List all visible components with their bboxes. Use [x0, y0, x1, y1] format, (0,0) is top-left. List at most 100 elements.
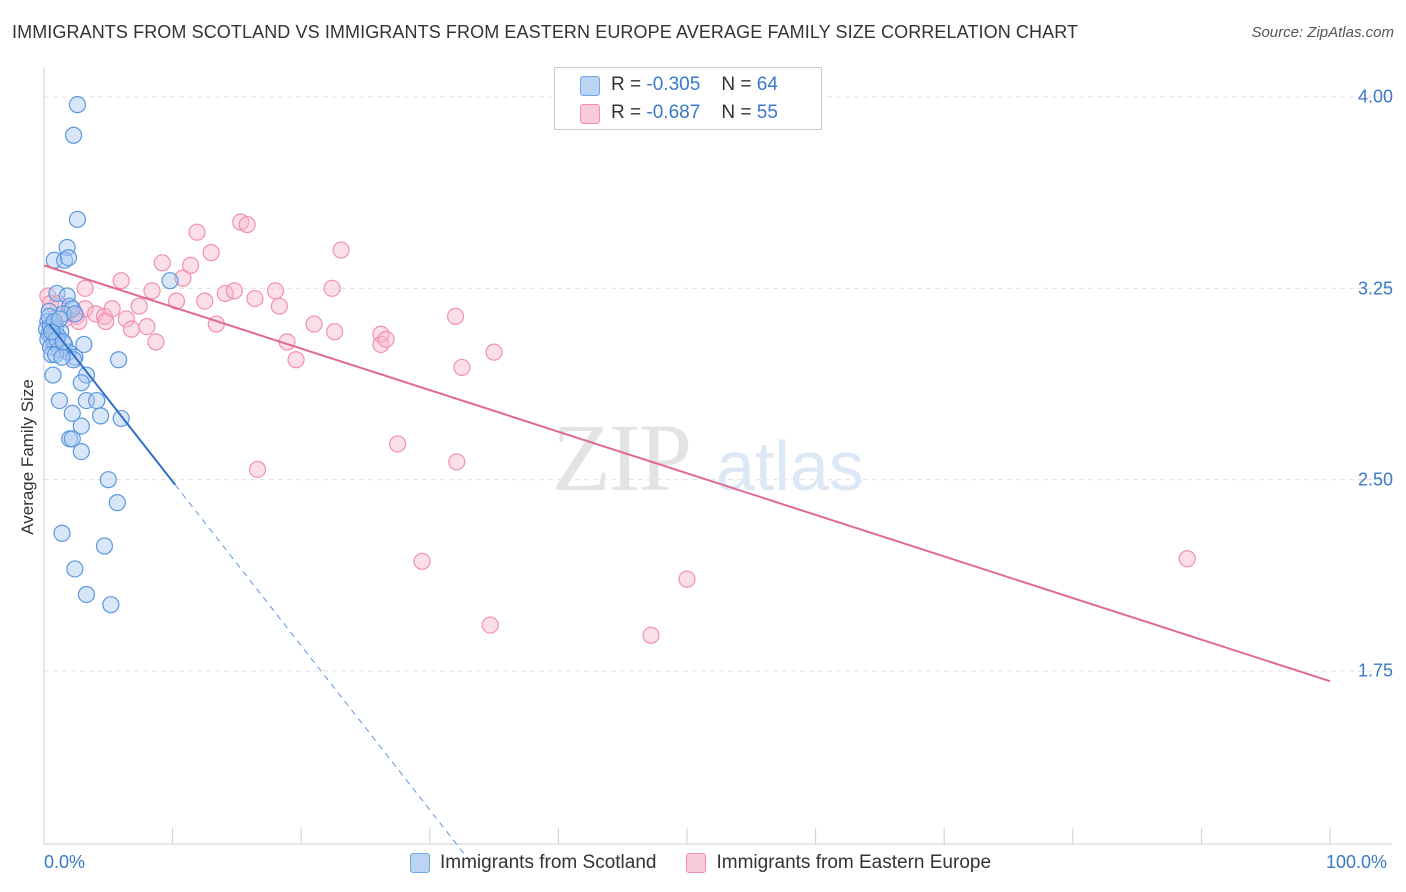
data-point [72, 443, 90, 461]
data-point [153, 254, 171, 272]
axes [43, 68, 1392, 845]
legend-label-eastern-europe: Immigrants from Eastern Europe [716, 852, 992, 873]
data-point [50, 310, 69, 328]
data-point [446, 307, 465, 325]
legend-r-value: -0.305 [646, 74, 701, 95]
legend-r-label: R = [611, 102, 642, 123]
data-point [188, 223, 206, 241]
data-point [248, 460, 267, 479]
legend-label-scotland: Immigrants from Scotland [440, 852, 657, 873]
data-point [91, 407, 110, 425]
data-point [266, 282, 285, 300]
data-point [75, 335, 93, 354]
data-point [182, 256, 200, 274]
x-tick-label-min: 0.0% [44, 852, 86, 872]
source-label: Source: ZipAtlas.com [1251, 24, 1394, 41]
data-point [109, 351, 128, 369]
trend-lines [43, 264, 1331, 868]
data-point [108, 494, 126, 512]
trend-line-scotland [48, 323, 176, 486]
data-point [59, 249, 78, 267]
data-point [68, 210, 87, 229]
legend-swatch-blue [580, 76, 600, 96]
data-point [389, 435, 407, 453]
x-tick-label-max: 100.0% [1326, 852, 1388, 872]
legend-n-label: N = [721, 74, 752, 95]
data-point [130, 297, 148, 315]
data-point [1178, 550, 1196, 568]
data-point [122, 320, 141, 338]
grid-lines [44, 96, 1392, 672]
series-scotland-points [37, 96, 179, 614]
data-point [63, 430, 81, 448]
data-point [43, 323, 61, 341]
data-point [481, 616, 499, 634]
legend-n-value: 64 [756, 74, 778, 95]
data-point [64, 126, 83, 144]
y-tick-label: 2.50 [1357, 469, 1393, 490]
y-tick-label: 3.25 [1357, 278, 1393, 299]
correlation-legend: R = -0.305 N = 64 R = -0.687 N = 55 [554, 67, 822, 130]
data-point [246, 289, 264, 308]
data-point [72, 374, 90, 392]
trend-line-scotland-extension [174, 484, 476, 868]
data-point [147, 333, 165, 351]
data-point [66, 305, 84, 323]
data-point [202, 244, 220, 262]
data-point [413, 552, 431, 570]
data-point [174, 269, 192, 287]
data-point [50, 391, 69, 410]
legend-r-value: -0.687 [646, 102, 701, 123]
data-point [76, 279, 94, 297]
data-point [323, 279, 341, 297]
y-tick-label: 1.75 [1357, 660, 1393, 681]
data-point [72, 417, 90, 435]
data-point [238, 215, 256, 234]
data-point [305, 315, 323, 333]
data-point [326, 323, 344, 341]
legend-swatch-blue [410, 853, 430, 873]
y-axis-label: Average Family Size [18, 379, 37, 535]
data-point [66, 560, 84, 578]
chart-title: IMMIGRANTS FROM SCOTLAND VS IMMIGRANTS F… [12, 22, 1079, 42]
data-point [102, 596, 120, 614]
data-point [117, 310, 135, 328]
legend-n-label: N = [721, 102, 752, 123]
data-point [53, 348, 71, 366]
data-point [112, 272, 130, 290]
data-point [372, 325, 390, 343]
data-point [88, 391, 106, 410]
data-point [270, 297, 288, 315]
data-point [68, 96, 87, 114]
trend-line-eastern-europe [43, 264, 1331, 683]
series-legend: Immigrants from Scotland Immigrants from… [410, 852, 991, 874]
data-point [44, 366, 62, 384]
data-point [48, 284, 66, 303]
data-point [43, 346, 61, 364]
data-point [63, 404, 81, 422]
data-point [225, 282, 243, 300]
data-point [77, 585, 96, 604]
data-point [372, 335, 390, 354]
legend-swatch-pink [580, 104, 600, 124]
data-point [196, 292, 214, 310]
data-point [377, 330, 395, 348]
watermark-atlas: atlas [716, 427, 864, 505]
data-point [678, 570, 696, 588]
data-point [161, 272, 179, 290]
legend-r-label: R = [611, 74, 642, 95]
data-point [453, 358, 471, 377]
legend-item-eastern-europe: Immigrants from Eastern Europe [686, 852, 991, 874]
data-point [448, 453, 466, 471]
data-point [97, 312, 115, 331]
data-point [642, 626, 660, 644]
data-point [99, 471, 117, 489]
watermark-zip: ZIP [552, 404, 690, 511]
data-point [143, 282, 161, 300]
data-point [95, 537, 114, 555]
data-point [287, 351, 305, 369]
legend-swatch-pink [686, 853, 707, 873]
legend-item-scotland: Immigrants from Scotland [410, 852, 656, 874]
legend-n-value: 55 [756, 102, 778, 123]
